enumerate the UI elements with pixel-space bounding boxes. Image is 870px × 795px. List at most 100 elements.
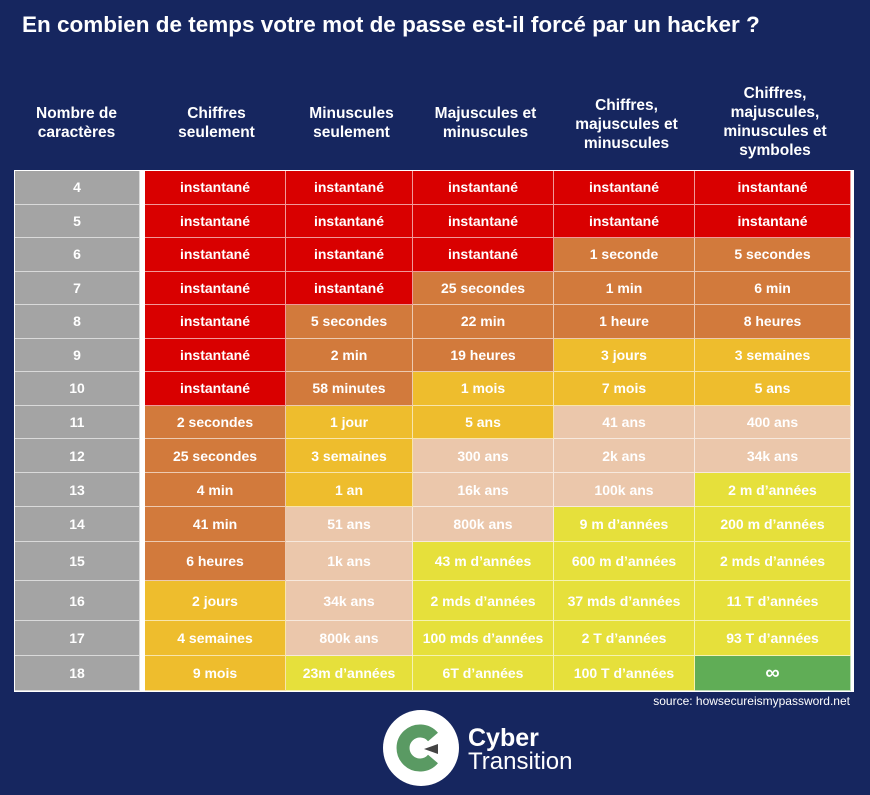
table-row: 17 4 semaines 800k ans 100 mds d’années 2 T …: [15, 621, 853, 656]
char-count-cell: 16: [15, 581, 140, 621]
table-row: 12 25 secondes 3 semaines 300 ans 2k ans 34k …: [15, 439, 853, 473]
time-cell: 2 m d’années: [695, 473, 851, 507]
time-cell: 400 ans: [695, 405, 851, 439]
time-cell: instantané: [286, 204, 413, 238]
column-header: Chiffres seulement: [178, 105, 255, 141]
time-cell: 6 heures: [145, 542, 286, 581]
column-header: Chiffres, majuscules, minuscules et symb…: [723, 85, 827, 159]
time-cell: 100k ans: [554, 473, 695, 507]
table-row: 7 instantané instantané 25 secondes 1 min 6 m…: [15, 271, 853, 305]
time-cell: 1 min: [554, 271, 695, 305]
time-cell: 2 mds d’années: [413, 581, 554, 621]
time-cell: 5 secondes: [695, 238, 851, 272]
char-count-cell: 10: [15, 372, 140, 406]
divider: [140, 338, 145, 372]
char-count-cell: 8: [15, 305, 140, 339]
time-cell: 1 heure: [554, 305, 695, 339]
source-note: source: howsecureismypassword.net: [653, 694, 850, 708]
table-row: 14 41 min 51 ans 800k ans 9 m d’années 200 m …: [15, 507, 853, 542]
table-row: 18 9 mois 23m d’années 6T d’années 100 T d’a…: [15, 656, 853, 691]
table-row: 4 instantané instantané instantané instantan…: [15, 171, 853, 205]
divider: [140, 305, 145, 339]
time-cell: instantané: [145, 171, 286, 205]
time-cell: 6 min: [695, 271, 851, 305]
table-row: 8 instantané 5 secondes 22 min 1 heure 8 heur…: [15, 305, 853, 339]
time-cell: 8 heures: [695, 305, 851, 339]
time-cell: 4 semaines: [145, 621, 286, 656]
time-cell: 2k ans: [554, 439, 695, 473]
time-cell: 5 ans: [695, 372, 851, 406]
char-count-cell: 6: [15, 238, 140, 272]
divider: [140, 372, 145, 406]
time-cell: instantané: [695, 171, 851, 205]
char-count-cell: 9: [15, 338, 140, 372]
time-cell: 4 min: [145, 473, 286, 507]
time-cell: 34k ans: [286, 581, 413, 621]
time-cell: instantané: [145, 305, 286, 339]
divider: [140, 473, 145, 507]
table-row: 5 instantané instantané instantané instantan…: [15, 204, 853, 238]
char-count-cell: 15: [15, 542, 140, 581]
divider: [140, 238, 145, 272]
time-cell: 11 T d’années: [695, 581, 851, 621]
time-cell: instantané: [286, 271, 413, 305]
time-cell: 5 secondes: [286, 305, 413, 339]
cyber-transition-logo-icon: [383, 710, 459, 786]
time-cell: 600 m d’années: [554, 542, 695, 581]
table-row: 11 2 secondes 1 jour 5 ans 41 ans 400 ans: [15, 405, 853, 439]
column-headers: Nombre de caractères Chiffres seulement Mi…: [14, 85, 854, 166]
time-cell: 41 ans: [554, 405, 695, 439]
char-count-cell: 4: [15, 171, 140, 205]
time-cell: 5 ans: [413, 405, 554, 439]
time-cell: 22 min: [413, 305, 554, 339]
page-title: En combien de temps votre mot de passe e…: [22, 12, 760, 37]
time-cell: 2 T d’années: [554, 621, 695, 656]
time-cell: 800k ans: [413, 507, 554, 542]
time-cell: 7 mois: [554, 372, 695, 406]
column-header: Majuscules et minuscules: [434, 105, 537, 141]
time-cell: 1 mois: [413, 372, 554, 406]
time-cell: 2 jours: [145, 581, 286, 621]
time-cell: instantané: [145, 372, 286, 406]
time-cell: 41 min: [145, 507, 286, 542]
time-cell: instantané: [286, 238, 413, 272]
time-cell: 100 T d’années: [554, 656, 695, 691]
time-cell: instantané: [413, 171, 554, 205]
time-cell: 1 jour: [286, 405, 413, 439]
time-cell: 1 seconde: [554, 238, 695, 272]
time-cell: 3 semaines: [286, 439, 413, 473]
char-count-cell: 13: [15, 473, 140, 507]
char-count-cell: 17: [15, 621, 140, 656]
char-count-cell: 5: [15, 204, 140, 238]
brand-subname: Transition: [468, 748, 573, 775]
time-cell: 9 m d’années: [554, 507, 695, 542]
time-cell: 34k ans: [695, 439, 851, 473]
divider: [140, 507, 145, 542]
time-cell: instantané: [695, 204, 851, 238]
divider: [140, 171, 145, 205]
time-cell: instantané: [554, 204, 695, 238]
crack-time-table: 4 instantané instantané instantané instantan…: [14, 170, 854, 692]
time-cell: 19 heures: [413, 338, 554, 372]
column-header: Chiffres, majuscules et minuscules: [575, 97, 678, 152]
time-cell: 1k ans: [286, 542, 413, 581]
time-cell: ∞: [695, 656, 851, 691]
time-cell: instantané: [554, 171, 695, 205]
time-cell: instantané: [145, 204, 286, 238]
table-row: 6 instantané instantané instantané 1 seconde…: [15, 238, 853, 272]
table-row: 13 4 min 1 an 16k ans 100k ans 2 m d’années: [15, 473, 853, 507]
char-count-cell: 7: [15, 271, 140, 305]
column-header: Nombre de caractères: [36, 105, 117, 141]
brand-name: Cyber: [468, 724, 539, 752]
time-cell: 6T d’années: [413, 656, 554, 691]
time-cell: instantané: [413, 204, 554, 238]
time-cell: 2 min: [286, 338, 413, 372]
time-cell: 16k ans: [413, 473, 554, 507]
time-cell: 3 jours: [554, 338, 695, 372]
divider: [140, 656, 145, 691]
time-cell: 25 secondes: [145, 439, 286, 473]
time-cell: 37 mds d’années: [554, 581, 695, 621]
table-row: 9 instantané 2 min 19 heures 3 jours 3 semain…: [15, 338, 853, 372]
column-header: Minuscules seulement: [309, 105, 394, 141]
char-count-cell: 12: [15, 439, 140, 473]
